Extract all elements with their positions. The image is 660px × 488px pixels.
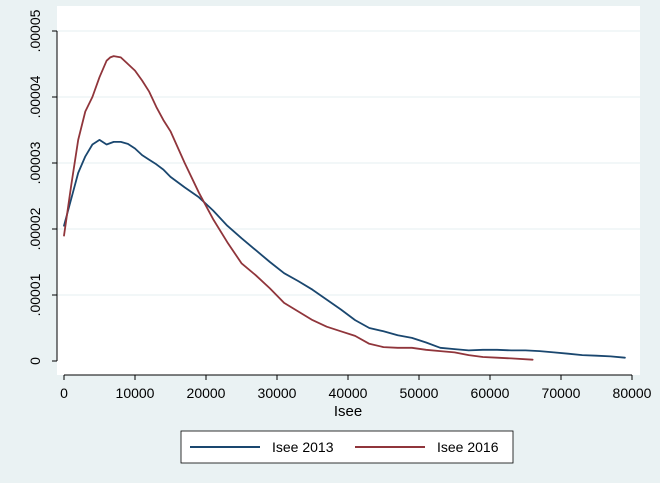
legend-label: Isee 2013 <box>272 439 334 455</box>
series-lines <box>63 55 626 361</box>
legend: Isee 2013 Isee 2016 <box>180 430 514 464</box>
x-axis-label: Isee <box>334 403 362 420</box>
x-tick-label: 70000 <box>542 385 581 401</box>
x-tick-label: 40000 <box>329 385 368 401</box>
x-tick-label: 30000 <box>258 385 297 401</box>
y-tick-label: 0 <box>27 357 43 365</box>
legend-label: Isee 2016 <box>437 439 499 455</box>
series-line-2013 <box>63 138 626 359</box>
y-tick-label: .00001 <box>27 273 43 316</box>
x-tick-label: 0 <box>60 385 68 401</box>
axes: 0 .00001 .00002 .00003 .00004 .00005 0 10000 200… <box>27 9 652 401</box>
plot-area <box>57 6 640 375</box>
y-tick-label: .00005 <box>27 9 43 52</box>
x-tick-label: 10000 <box>116 385 155 401</box>
y-tick-label: .00004 <box>27 75 43 118</box>
y-tick-label: .00003 <box>27 141 43 184</box>
series-line-2016 <box>63 55 534 361</box>
y-tick-label: .00002 <box>27 207 43 250</box>
x-tick-label: 50000 <box>400 385 439 401</box>
x-tick-label: 60000 <box>471 385 510 401</box>
x-tick-label: 20000 <box>187 385 226 401</box>
x-tick-label: 80000 <box>613 385 652 401</box>
